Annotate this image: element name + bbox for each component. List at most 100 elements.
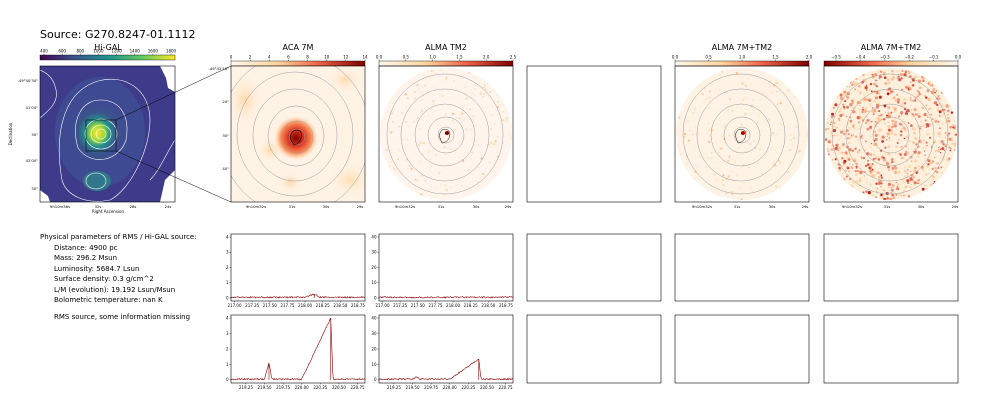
noise-speck xyxy=(909,97,912,99)
noise-speck xyxy=(873,82,876,86)
noise-speck xyxy=(785,125,787,128)
noise-speck xyxy=(858,176,862,181)
noise-speck xyxy=(883,104,887,108)
noise-speck xyxy=(884,198,887,200)
noise-speck xyxy=(868,110,870,112)
noise-speck xyxy=(917,165,920,168)
noise-speck xyxy=(488,168,491,171)
y-tick-label: 10 xyxy=(371,362,377,367)
noise-speck xyxy=(839,114,843,118)
noise-speck xyxy=(950,147,952,150)
noise-speck xyxy=(903,137,906,140)
noise-speck xyxy=(881,135,885,139)
noise-speck xyxy=(853,157,857,161)
colorbar-tick-label: 0 xyxy=(230,55,233,60)
noise-speck xyxy=(871,73,874,76)
noise-speck xyxy=(414,97,416,100)
noise-speck xyxy=(464,177,466,179)
noise-speck xyxy=(947,119,951,123)
noise-speck xyxy=(842,143,845,146)
noise-speck xyxy=(727,159,730,162)
spectrum-panel: 0 10 20 30 40 219.25 219.50 219.75 220.00 220.25 2… xyxy=(371,314,514,390)
noise-speck xyxy=(735,174,738,177)
noise-speck xyxy=(444,78,448,81)
noise-speck xyxy=(915,172,918,175)
noise-speck xyxy=(469,139,471,141)
noise-speck xyxy=(892,96,896,99)
noise-speck xyxy=(908,122,910,125)
x-tick-label: 30s xyxy=(473,204,480,209)
noise-speck xyxy=(894,118,896,120)
noise-speck xyxy=(897,115,901,118)
noise-speck xyxy=(417,144,420,147)
colorbar-tick-label: 0.5 xyxy=(403,55,410,60)
noise-speck xyxy=(443,194,446,198)
noise-speck xyxy=(466,185,468,188)
noise-speck xyxy=(882,72,886,76)
noise-speck xyxy=(741,98,745,102)
noise-speck xyxy=(896,79,898,81)
noise-speck xyxy=(851,83,854,86)
noise-speck xyxy=(925,126,928,129)
noise-speck xyxy=(897,139,899,141)
noise-speck xyxy=(851,180,855,184)
noise-speck xyxy=(430,108,433,111)
noise-speck xyxy=(900,123,903,127)
noise-speck xyxy=(390,112,394,115)
noise-speck xyxy=(727,109,730,112)
noise-speck xyxy=(928,117,930,119)
noise-speck xyxy=(954,133,957,136)
y-tick-label: 0 xyxy=(226,377,229,382)
noise-speck xyxy=(745,130,748,133)
noise-speck xyxy=(772,175,774,177)
noise-speck xyxy=(844,106,846,108)
noise-speck xyxy=(843,107,846,110)
noise-speck xyxy=(864,97,868,101)
noise-speck xyxy=(917,178,920,182)
y-tick-label: 0 xyxy=(226,295,229,300)
noise-speck xyxy=(917,100,919,102)
noise-speck xyxy=(953,127,956,130)
noise-speck xyxy=(904,111,909,116)
noise-speck xyxy=(719,74,721,76)
noise-speck xyxy=(705,166,707,168)
noise-speck xyxy=(484,88,487,91)
noise-speck xyxy=(880,138,883,142)
noise-speck xyxy=(769,134,771,137)
noise-speck xyxy=(474,94,476,96)
noise-speck xyxy=(860,156,862,158)
info-distance: Distance: 4900 pc xyxy=(54,243,118,252)
noise-speck xyxy=(869,194,872,196)
noise-speck xyxy=(891,169,894,171)
noise-speck xyxy=(913,75,917,79)
noise-speck xyxy=(854,88,857,91)
noise-speck xyxy=(937,132,941,136)
noise-speck xyxy=(765,85,767,87)
noise-speck xyxy=(832,159,834,161)
noise-speck xyxy=(945,104,949,108)
noise-speck xyxy=(901,88,903,91)
noise-speck xyxy=(757,188,759,190)
noise-speck xyxy=(918,93,921,96)
noise-speck xyxy=(832,135,834,137)
colorbar-tick-label: −0.5 xyxy=(831,55,841,60)
y-tick-label: 40" xyxy=(222,166,229,171)
noise-speck xyxy=(714,88,717,91)
colorbar-tick-label: 1400 xyxy=(130,49,141,54)
noise-speck xyxy=(759,79,761,81)
noise-speck xyxy=(896,187,900,191)
noise-speck xyxy=(909,180,911,182)
noise-speck xyxy=(433,86,436,88)
noise-speck xyxy=(908,87,912,91)
noise-speck xyxy=(461,185,463,187)
noise-speck xyxy=(889,90,893,93)
noise-speck xyxy=(870,131,872,133)
noise-speck xyxy=(700,84,702,86)
noise-speck xyxy=(854,107,857,110)
empty-spectrum-panels xyxy=(526,233,959,384)
noise-speck xyxy=(683,135,686,138)
noise-speck xyxy=(884,111,886,114)
noise-speck xyxy=(925,96,928,99)
noise-speck xyxy=(950,139,954,142)
noise-speck xyxy=(900,156,904,160)
